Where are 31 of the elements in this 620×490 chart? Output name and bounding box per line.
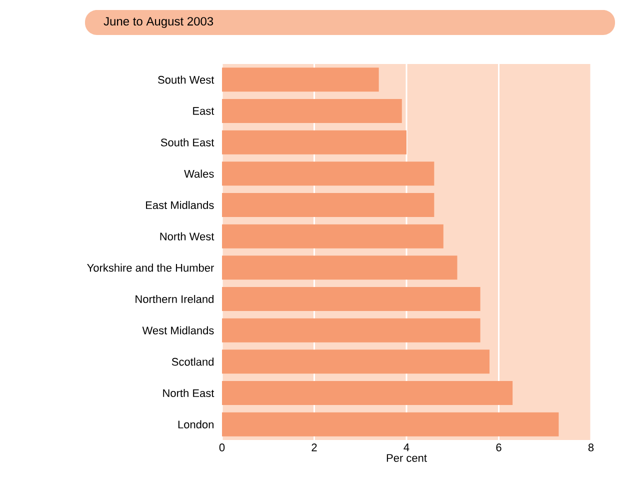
bar xyxy=(222,224,444,248)
chart-title: June to August 2003 xyxy=(104,17,214,28)
x-tick-label: 0 xyxy=(219,444,225,452)
x-tick-label: 8 xyxy=(588,444,594,452)
bar xyxy=(222,287,480,312)
x-tick-label: 2 xyxy=(312,444,317,452)
y-tick-label: Yorkshire and the Humber xyxy=(87,264,214,272)
y-tick-label: Wales xyxy=(184,170,214,178)
y-tick-label: North West xyxy=(160,232,214,240)
x-axis-title: Per cent xyxy=(386,454,427,462)
x-tick-label: 4 xyxy=(404,444,410,452)
y-tick-label: South West xyxy=(158,76,214,84)
bar xyxy=(222,162,434,186)
bar xyxy=(222,68,379,92)
y-tick-label: Northern Ireland xyxy=(136,294,214,304)
bar xyxy=(222,412,559,436)
y-tick-label: North East xyxy=(163,388,214,398)
bar xyxy=(222,318,480,342)
y-tick-label: West Midlands xyxy=(142,326,214,334)
x-tick-label: 6 xyxy=(496,444,502,452)
bar xyxy=(222,256,458,280)
y-tick-label: Scotland xyxy=(172,358,214,366)
y-tick-label: East xyxy=(193,107,214,115)
y-tick-label: London xyxy=(178,420,214,428)
bar xyxy=(222,99,402,123)
bar xyxy=(222,193,434,217)
bar xyxy=(222,130,406,154)
y-tick-label: East Midlands xyxy=(146,200,214,210)
bar xyxy=(222,350,490,374)
y-tick-label: South East xyxy=(160,138,214,146)
bar xyxy=(222,381,513,406)
